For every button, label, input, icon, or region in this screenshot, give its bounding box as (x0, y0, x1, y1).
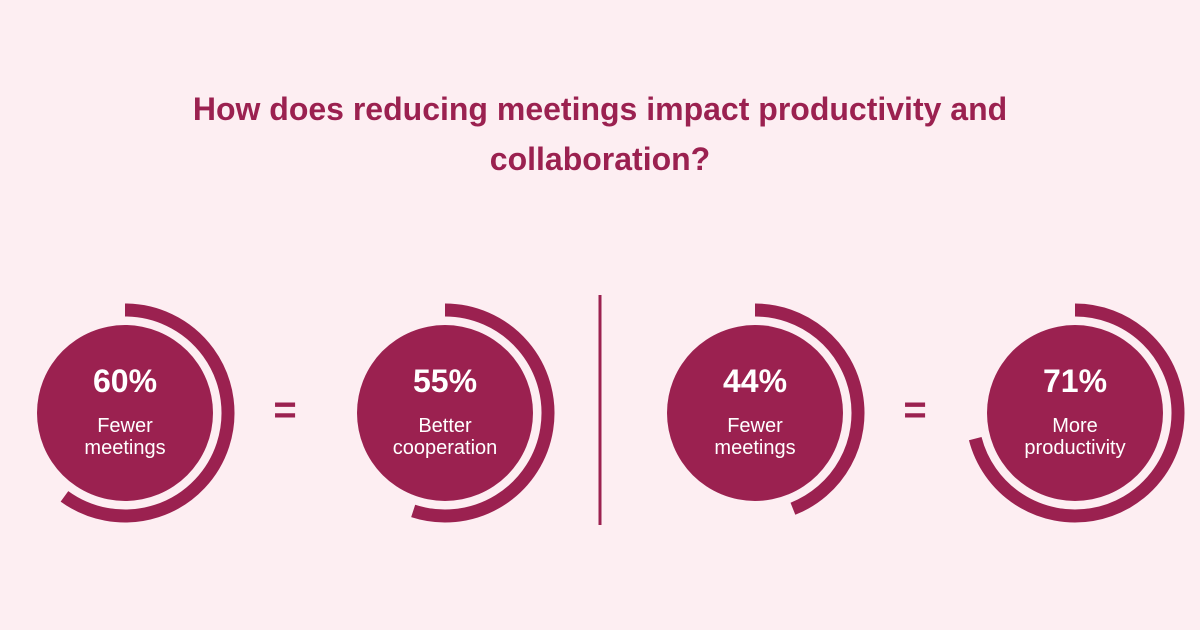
equals-sign: = (903, 388, 927, 432)
disc (987, 325, 1163, 501)
title: How does reducing meetings impact produc… (192, 91, 1008, 177)
category-label: More productivity (1024, 415, 1126, 459)
value-label: 55% (412, 363, 478, 399)
disc (667, 325, 843, 501)
progress-arc (60, 303, 235, 523)
value-label: 71% (1042, 363, 1108, 399)
value-label: 44% (722, 363, 788, 399)
progress-arc (968, 303, 1185, 523)
progress-arc (411, 303, 555, 523)
value-label: 60% (92, 363, 158, 399)
progress-arc (754, 303, 865, 515)
disc (37, 325, 213, 501)
category-label: Fewer meetings (84, 415, 166, 459)
category-label: Better cooperation (392, 415, 498, 459)
category-label: Fewer meetings (714, 415, 796, 459)
disc (357, 325, 533, 501)
equals-sign: = (273, 388, 297, 432)
